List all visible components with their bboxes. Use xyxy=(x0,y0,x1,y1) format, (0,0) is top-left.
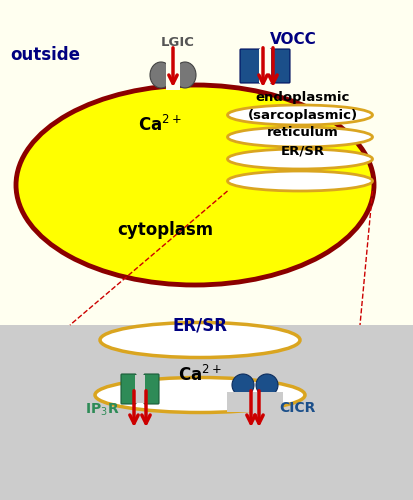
Text: ER/SR: ER/SR xyxy=(173,316,228,334)
Text: CICR: CICR xyxy=(279,401,315,415)
Bar xyxy=(166,60,180,90)
FancyBboxPatch shape xyxy=(240,49,260,83)
Ellipse shape xyxy=(228,127,373,147)
Bar xyxy=(259,49,271,83)
Ellipse shape xyxy=(228,149,373,169)
Text: Ca$^{2+}$: Ca$^{2+}$ xyxy=(138,115,182,135)
FancyBboxPatch shape xyxy=(270,49,290,83)
Text: outside: outside xyxy=(10,46,80,64)
Ellipse shape xyxy=(150,62,172,88)
Text: ER/SR: ER/SR xyxy=(281,144,325,158)
Ellipse shape xyxy=(100,322,300,358)
Ellipse shape xyxy=(16,85,374,285)
Bar xyxy=(227,392,283,412)
Text: reticulum: reticulum xyxy=(267,126,339,140)
Bar xyxy=(135,375,145,403)
Text: (sarcoplasmic): (sarcoplasmic) xyxy=(248,108,358,122)
Bar xyxy=(0,325,413,500)
Ellipse shape xyxy=(228,105,373,125)
Ellipse shape xyxy=(174,62,196,88)
Text: LGIC: LGIC xyxy=(161,36,195,49)
Text: VOCC: VOCC xyxy=(270,32,316,48)
Text: endoplasmic: endoplasmic xyxy=(256,92,350,104)
FancyBboxPatch shape xyxy=(144,374,159,404)
Text: Ca$^{2+}$: Ca$^{2+}$ xyxy=(178,365,222,385)
Text: IP$_3$R: IP$_3$R xyxy=(85,402,119,418)
Ellipse shape xyxy=(95,378,305,412)
Ellipse shape xyxy=(228,171,373,191)
FancyBboxPatch shape xyxy=(121,374,136,404)
Text: cytoplasm: cytoplasm xyxy=(117,221,213,239)
Ellipse shape xyxy=(232,374,254,396)
Ellipse shape xyxy=(256,374,278,396)
